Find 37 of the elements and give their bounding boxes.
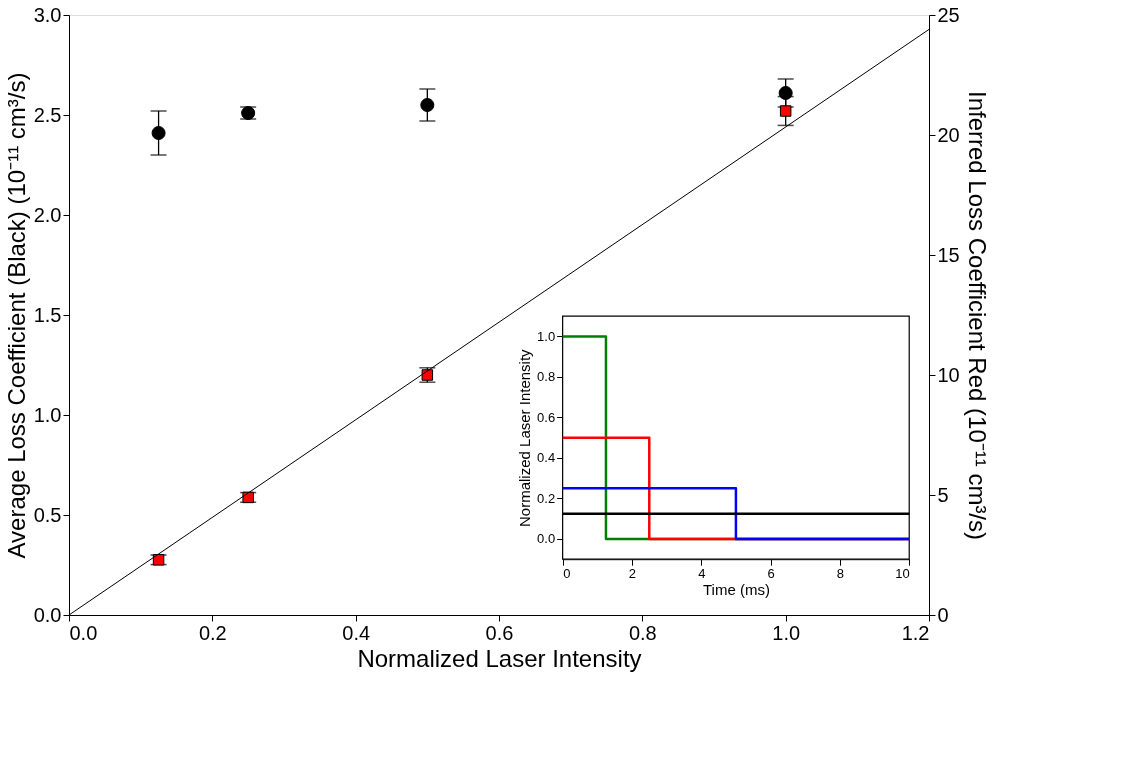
x-axis-title: Time (ms) <box>702 580 770 598</box>
y2-tick-label: 5 <box>937 483 949 506</box>
y-tick-label: 1.5 <box>33 303 62 326</box>
y-axis-title: Normalized Laser Intensity <box>516 348 534 527</box>
x-tick-label: 1.0 <box>772 621 801 644</box>
y-tick-label: 0.8 <box>537 369 556 385</box>
y-tick-label: 3.0 <box>33 3 62 26</box>
x-tick-label: 0.2 <box>198 621 227 644</box>
y-tick-label: 0.2 <box>537 490 556 506</box>
x-tick-label: 6 <box>767 565 775 581</box>
y-tick-label: 0.6 <box>537 409 556 425</box>
y-tick-label: 2.0 <box>33 203 62 226</box>
y2-tick-label: 20 <box>937 123 960 146</box>
x-tick-label: 8 <box>836 565 845 581</box>
x-tick-label: 10 <box>895 565 910 581</box>
x-tick-label: 0 <box>563 565 571 581</box>
y-tick-label: 1.0 <box>33 403 62 426</box>
x-tick-label: 0.6 <box>485 621 514 644</box>
y-tick-label: 0.0 <box>537 531 556 547</box>
y2-tick-label: 0 <box>937 603 949 626</box>
x-tick-label: 0.8 <box>628 621 657 644</box>
y-tick-label: 0.4 <box>537 450 556 466</box>
x-tick-label: 4 <box>698 565 706 581</box>
x-tick-label: 0.4 <box>342 621 371 644</box>
y-axis-title: Average Loss Coefficient (Black) (10⁻¹¹ cm³/s) <box>2 72 30 559</box>
y2-tick-label: 25 <box>937 3 960 26</box>
y2-tick-label: 15 <box>937 243 960 266</box>
y-tick-label: 0.0 <box>33 603 62 626</box>
x-tick-label: 2 <box>628 565 637 581</box>
y-tick-label: 0.5 <box>33 503 62 526</box>
x-axis-title: Normalized Laser Intensity <box>357 644 642 672</box>
y-tick-label: 2.5 <box>33 103 62 126</box>
x-tick-label: 0.0 <box>69 621 98 644</box>
y2-tick-label: 10 <box>937 363 960 386</box>
y2-axis-title: Inferred Loss Coefficient Red (10⁻¹¹ cm³/s) <box>963 90 991 541</box>
x-tick-label: 1.2 <box>901 621 930 644</box>
y-tick-label: 1.0 <box>537 328 556 344</box>
